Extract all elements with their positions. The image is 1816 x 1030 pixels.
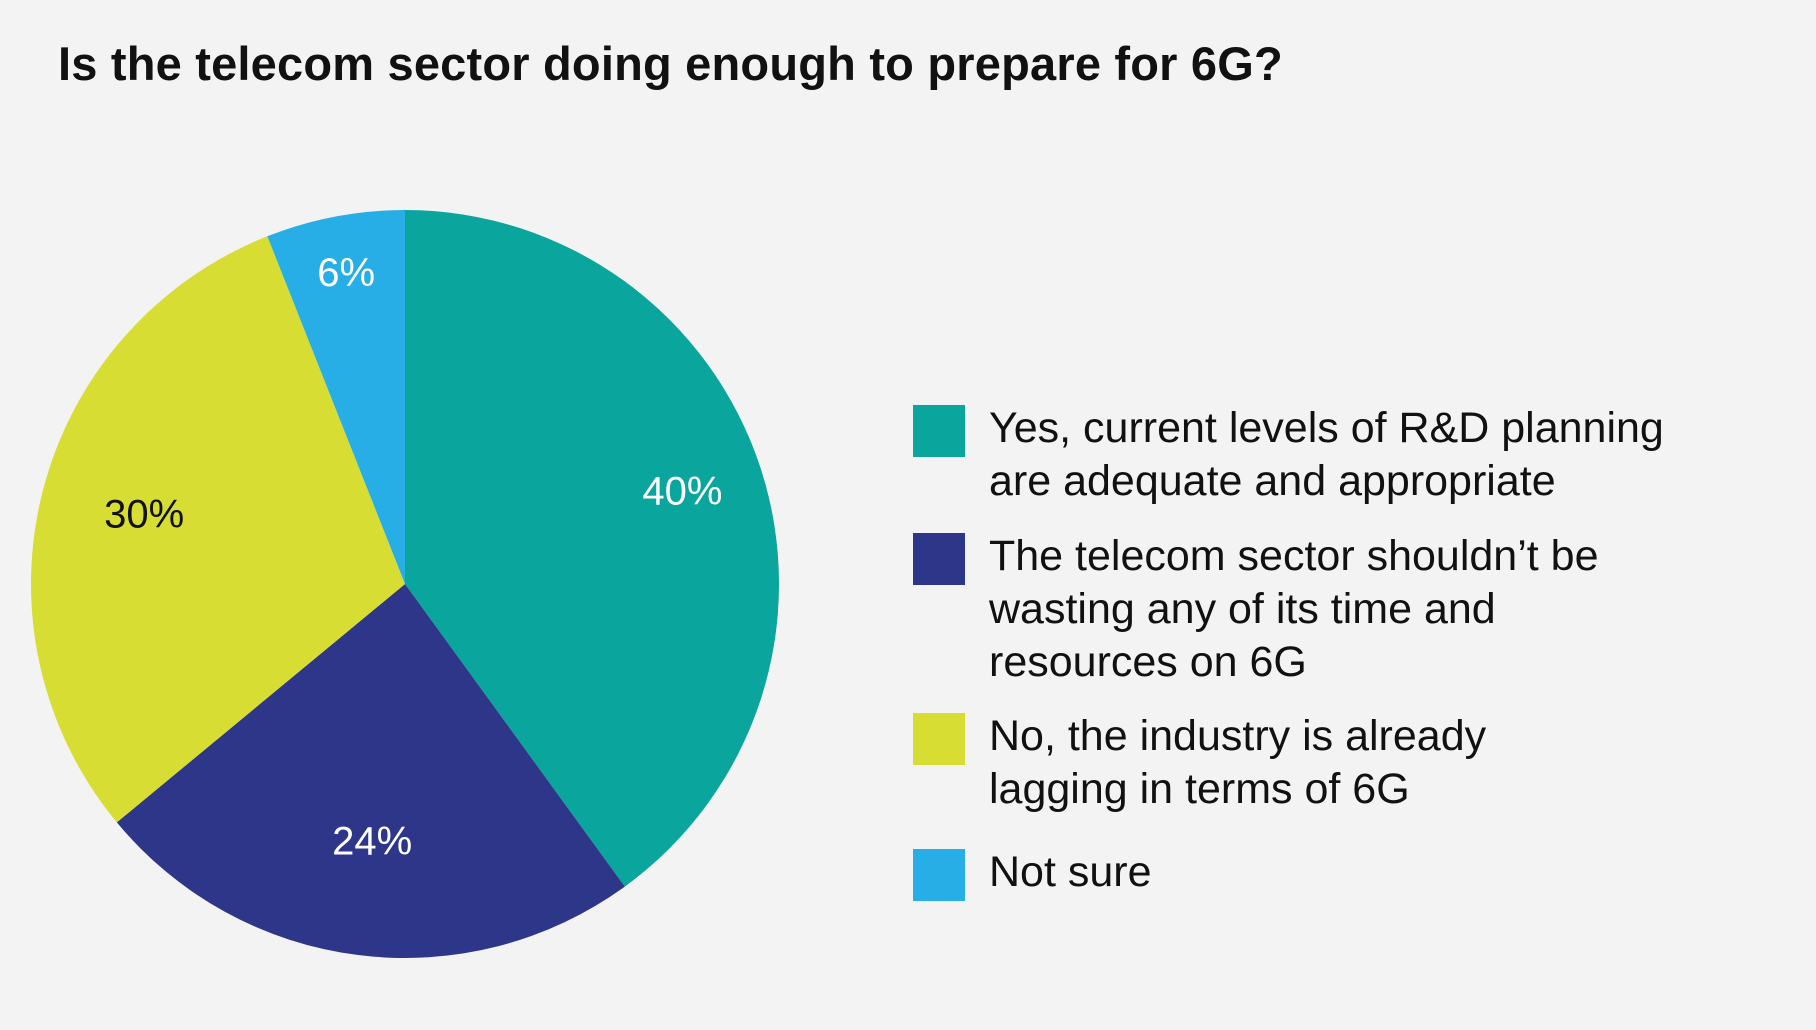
pie-label-yes: 40% bbox=[642, 469, 722, 513]
chart-title: Is the telecom sector doing enough to pr… bbox=[58, 37, 1283, 90]
legend-label-not-sure: Not sure bbox=[989, 848, 1152, 896]
legend-item-shouldnt: The telecom sector shouldn’t be wasting … bbox=[913, 530, 1793, 710]
pie-label-not-sure: 6% bbox=[317, 251, 375, 295]
pie-slice-lagging bbox=[31, 236, 405, 823]
pie-label-lagging: 30% bbox=[104, 493, 184, 537]
legend-swatch-lagging bbox=[913, 713, 965, 765]
legend-swatch-not-sure bbox=[913, 849, 965, 901]
pie-label-shouldnt: 24% bbox=[332, 819, 412, 863]
legend-item-yes: Yes, current levels of R&D planning are … bbox=[913, 402, 1793, 530]
legend-item-lagging: No, the industry is already lagging in t… bbox=[913, 710, 1793, 846]
pie-slice-yes bbox=[405, 210, 779, 887]
legend-label-shouldnt: The telecom sector shouldn’t be wasting … bbox=[989, 532, 1599, 686]
pie-slice-shouldnt bbox=[116, 584, 625, 958]
legend-label-lagging: No, the industry is already lagging in t… bbox=[989, 712, 1487, 813]
legend-swatch-yes bbox=[913, 405, 965, 457]
legend: Yes, current levels of R&D planning are … bbox=[913, 402, 1793, 901]
pie-slice-not-sure bbox=[267, 210, 405, 584]
legend-label-yes: Yes, current levels of R&D planning are … bbox=[989, 404, 1664, 505]
legend-swatch-shouldnt bbox=[913, 533, 965, 585]
legend-item-not-sure: Not sure bbox=[913, 846, 1793, 901]
